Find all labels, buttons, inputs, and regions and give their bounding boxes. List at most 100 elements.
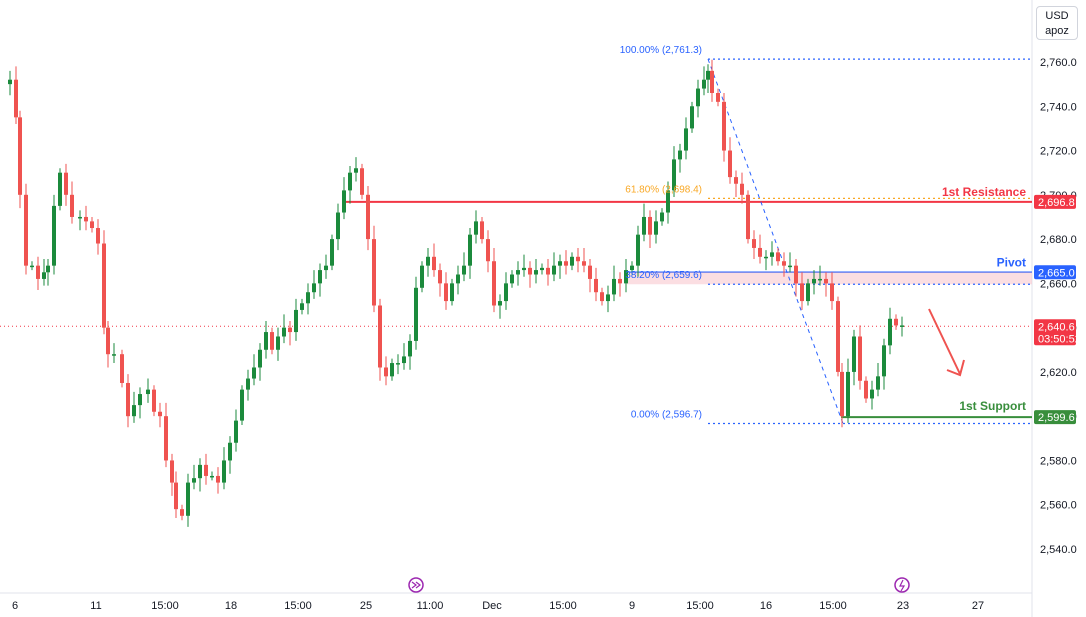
last-price-badge: 2,640.6	[1038, 321, 1075, 333]
levels-lines	[0, 58, 1032, 425]
candle-body	[630, 265, 634, 271]
candle-body	[252, 367, 256, 379]
x-tick-label: 11:00	[417, 600, 444, 612]
candle-body	[384, 367, 388, 377]
candle-body	[240, 389, 244, 421]
candle-body	[270, 332, 274, 350]
candle-body	[728, 150, 732, 178]
fib-label: 61.80% (2,698.4)	[625, 184, 702, 195]
pivot-zone	[627, 272, 1032, 285]
candle-body	[678, 150, 682, 160]
candle-body	[516, 270, 520, 275]
currency-code: USD	[1045, 10, 1069, 22]
fib-label: 0.00% (2,596.7)	[631, 409, 702, 420]
overlays: 1st Resistance Pivot 1st Support 100.00% (2…	[620, 45, 1027, 420]
candle-body	[702, 79, 706, 89]
candle-body	[14, 79, 18, 118]
x-tick-label: 15:00	[151, 600, 179, 612]
candle-body	[42, 272, 46, 279]
candle-body	[414, 287, 418, 341]
candle-body	[858, 336, 862, 381]
x-tick-label: 9	[629, 600, 635, 612]
candle-body	[582, 261, 586, 266]
resistance-badge-bg	[1034, 194, 1076, 209]
candle-body	[710, 70, 714, 93]
y-tick-label: 2,580.0	[1040, 455, 1077, 467]
candle-body	[282, 327, 286, 337]
candle-body	[288, 327, 292, 333]
candle-body	[432, 256, 436, 271]
candle-body	[204, 464, 208, 476]
candle-body	[276, 336, 280, 350]
candle-body	[764, 256, 768, 259]
candle-body	[528, 267, 532, 275]
candle-body	[8, 79, 12, 85]
candle-body	[158, 411, 162, 417]
candle-body	[78, 216, 82, 219]
candle-body	[558, 261, 562, 266]
currency-button[interactable]: USD apoz	[1036, 6, 1078, 40]
candle-body	[294, 309, 298, 333]
candle-body	[462, 265, 466, 275]
candle-body	[746, 194, 750, 240]
y-tick-label: 2,560.0	[1040, 500, 1077, 512]
candle-body	[426, 256, 430, 266]
candle-body	[18, 117, 22, 195]
candle-body	[152, 389, 156, 412]
candle-body	[894, 318, 898, 326]
candles	[8, 59, 904, 527]
candle-body	[342, 190, 346, 213]
candle-body	[372, 239, 376, 306]
candle-body	[794, 265, 798, 284]
candle-body	[570, 256, 574, 266]
x-tick-label: 23	[897, 600, 909, 612]
candle-body	[30, 265, 34, 268]
price-axis[interactable]: 2,760.02,740.02,720.02,700.02,680.02,660…	[1034, 57, 1081, 556]
candle-body	[770, 252, 774, 257]
candle-body	[800, 283, 804, 302]
candle-body	[58, 172, 62, 206]
pivot-badge: 2,665.0	[1038, 267, 1075, 279]
candle-body	[504, 283, 508, 302]
candle-body	[360, 168, 364, 195]
x-tick-label: 6	[12, 600, 18, 612]
candle-body	[864, 380, 868, 399]
support-badge: 2,599.6	[1038, 412, 1075, 424]
candle-body	[52, 205, 56, 266]
candle-body	[684, 128, 688, 151]
candle-body	[480, 221, 484, 240]
candle-body	[126, 382, 130, 417]
candle-body	[606, 294, 610, 302]
candle-body	[138, 394, 142, 406]
candle-body	[438, 270, 442, 284]
candle-body	[450, 283, 454, 302]
countdown-badge: 03:50:52	[1038, 333, 1081, 345]
candle-body	[402, 356, 406, 364]
candle-body	[324, 265, 328, 271]
y-tick-label: 2,760.0	[1040, 57, 1077, 69]
candle-body	[192, 478, 196, 483]
fib-label: 100.00% (2,761.3)	[620, 45, 702, 56]
candle-body	[132, 405, 136, 417]
pivot-badge-bg	[1034, 265, 1076, 280]
time-axis[interactable]: 6 11 15:00 18 15:00 25 11:00 Dec 15:00 9 15:00 16 15…	[12, 577, 984, 612]
candle-body	[64, 172, 68, 195]
candle-body	[666, 190, 670, 213]
x-tick-label: 18	[225, 600, 237, 612]
currency-sub: apoz	[1045, 25, 1069, 37]
candle-body	[336, 212, 340, 240]
candle-body	[706, 70, 710, 80]
candle-body	[812, 278, 816, 284]
resistance-label: 1st Resistance	[942, 185, 1026, 199]
candle-body	[210, 475, 214, 478]
fib-label: 38.20% (2,659.6)	[625, 270, 702, 281]
y-tick-label: 2,540.0	[1040, 544, 1077, 556]
grid	[0, 0, 1033, 617]
candle-body	[378, 305, 382, 368]
candle-body	[96, 228, 100, 244]
candle-body	[390, 363, 394, 377]
candle-body	[818, 278, 822, 281]
candle-body	[510, 274, 514, 284]
lightning-icon	[899, 579, 906, 592]
